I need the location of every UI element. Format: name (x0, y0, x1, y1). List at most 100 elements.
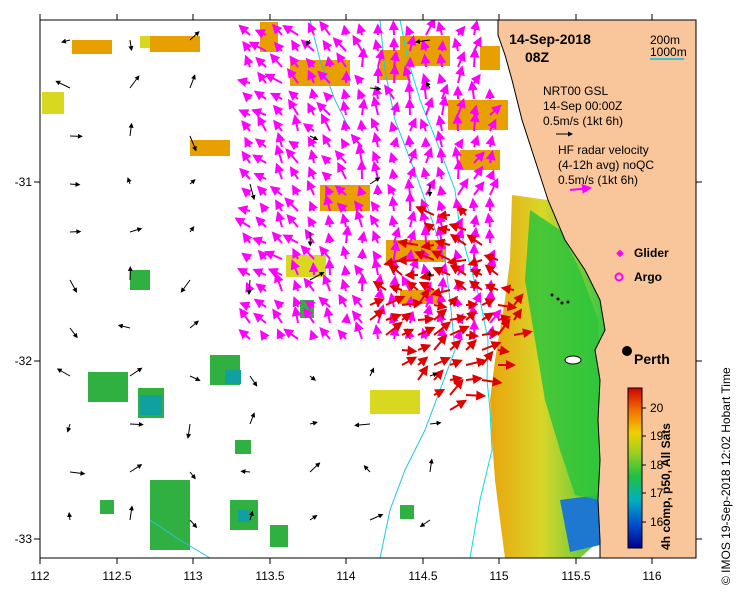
hf-vector (319, 326, 331, 340)
glider-marker-icon (550, 293, 570, 305)
hf-strong-vector (420, 240, 435, 251)
hf-vector (389, 136, 400, 148)
hf-vector (341, 225, 352, 244)
perth-marker-icon (622, 346, 632, 356)
hf-strong-vector (481, 328, 501, 339)
hf-vector (456, 97, 466, 116)
hf-vector (357, 248, 368, 260)
hf-vector (274, 199, 285, 212)
hf-vector (271, 231, 283, 244)
hf-vector (321, 171, 333, 182)
gsl-vector (429, 372, 438, 378)
hf-vector (340, 100, 350, 116)
gsl-vector (117, 323, 131, 329)
hf-strong-vector (449, 264, 467, 276)
hf-vector (292, 184, 302, 196)
gsl-vector (246, 279, 252, 296)
gsl-vector (129, 367, 143, 377)
hf-strong-vector (465, 299, 479, 310)
hf-strong-vector (396, 255, 419, 266)
hf-vector (316, 101, 331, 116)
hf-vector (273, 41, 285, 53)
hf-strong-vector (436, 210, 451, 221)
hf-vector (256, 185, 268, 197)
hf-vector (354, 74, 365, 86)
hf-vector (324, 55, 335, 68)
x-tick-label: 116 (642, 569, 661, 583)
hf-vector (322, 39, 333, 52)
hf-vector (291, 114, 302, 132)
hf-strong-vector (449, 378, 464, 396)
hf-vector (372, 324, 383, 340)
hf-vector (453, 159, 464, 180)
hf-vector (289, 55, 300, 68)
hf-strong-vector (433, 389, 446, 399)
gsl-vector (309, 515, 318, 521)
hf-strong-vector (432, 266, 451, 276)
hf-vector (322, 274, 332, 292)
hf-vector (437, 276, 448, 292)
hf-strong-vector (484, 283, 499, 293)
hf-strong-vector (470, 268, 483, 278)
hf-vector (404, 81, 415, 100)
hf-vector (290, 259, 301, 276)
hf-vector (371, 131, 382, 148)
x-tick-label: 113.5 (255, 569, 284, 583)
hf-vector (455, 25, 466, 37)
hf-vector (370, 95, 381, 116)
hf-vector (404, 98, 415, 116)
y-tick-label: -31 (15, 175, 33, 189)
gsl-vector (414, 38, 431, 44)
hf-strong-vector (446, 256, 467, 267)
hf-strong-vector (430, 287, 451, 298)
hf-vector (485, 289, 496, 308)
gsl-vector (369, 177, 381, 185)
hf-vector (436, 147, 447, 164)
hf-strong-vector (449, 358, 463, 369)
hf-vector (371, 230, 382, 244)
hf-strong-vector (449, 325, 470, 336)
gsl-vector (363, 465, 371, 473)
hf-vector (336, 202, 348, 214)
gsl-vector (248, 510, 254, 521)
hf-vector (338, 293, 348, 308)
hf-vector (336, 52, 347, 68)
hf-vector (300, 244, 315, 260)
hf-vector (323, 194, 334, 212)
hf-vector (407, 117, 417, 132)
hf-vector (388, 214, 399, 228)
hf-strong-vector (385, 295, 406, 306)
hf-strong-vector (433, 356, 451, 366)
hf-vector (241, 150, 252, 164)
hf-strong-vector (400, 312, 412, 323)
hf-strong-vector (467, 256, 483, 267)
gsl-vector (128, 505, 134, 521)
hf-strong-vector (433, 300, 448, 311)
y-axis: -31 -32 -33 (15, 175, 702, 546)
hf-vector (420, 225, 431, 244)
hf-vector (274, 144, 285, 164)
hf-vector (318, 296, 331, 308)
hf-strong-vector (397, 238, 419, 249)
hf-vector (420, 136, 431, 148)
colorbar-tick-label: 16 (650, 515, 664, 529)
colorbar-title: 4h comp, p50, All Sats (659, 423, 673, 550)
hf-vector (292, 296, 302, 308)
gsl-current-vectors (55, 31, 442, 529)
hf-vector (322, 133, 332, 148)
hf-vector (340, 278, 350, 292)
gsl-vector (69, 229, 82, 235)
hf-strong-vector (433, 334, 448, 351)
hf-vector (308, 200, 319, 212)
hf-strong-vector (401, 328, 415, 338)
hf-vector (253, 172, 267, 182)
hf-strong-vector (369, 308, 385, 321)
time-label: 08Z (525, 49, 550, 65)
hf-vector (371, 257, 382, 276)
hf-legend-sub: (4-12h avg) noQC (558, 158, 654, 172)
x-tick-label: 114.5 (408, 569, 437, 583)
hf-legend-scale: 0.5m/s (1kt 6h) (558, 173, 638, 187)
hf-vector (291, 39, 301, 52)
hf-vector (239, 167, 251, 180)
hf-vector (420, 53, 431, 68)
